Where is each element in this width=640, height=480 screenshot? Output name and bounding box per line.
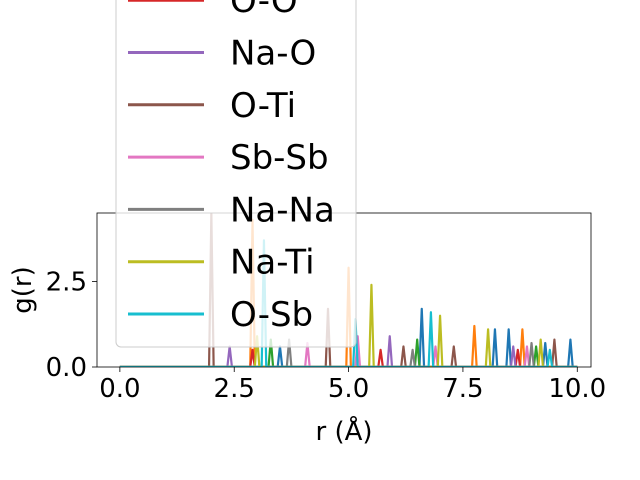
x-tick-label: 0.0 <box>99 374 140 404</box>
x-tick-label: 7.5 <box>442 374 483 404</box>
y-tick-label: 2.5 <box>46 267 87 297</box>
legend-label: Sb-Sb <box>230 138 329 178</box>
x-axis-ticks: 0.0 2.5 5.0 7.5 10.0 <box>99 367 606 404</box>
legend-label: Na-O <box>230 34 316 74</box>
y-tick-label: 0.0 <box>46 353 87 383</box>
legend: O-O Na-O O-Ti Sb-Sb Na-Na Na-Ti O-Sb <box>115 0 357 348</box>
x-tick-label: 2.5 <box>214 374 255 404</box>
x-tick-label: 5.0 <box>328 374 369 404</box>
x-tick-label: 10.0 <box>548 374 606 404</box>
y-axis-label: g(r) <box>8 266 38 313</box>
legend-label: Na-Na <box>230 190 335 230</box>
y-axis-ticks: 0.0 2.5 <box>46 267 97 383</box>
series-line-o-o-3 <box>119 348 578 367</box>
legend-label: Na-Ti <box>230 243 315 283</box>
legend-label: O-Sb <box>230 295 313 335</box>
legend-label: O-Ti <box>230 86 296 126</box>
x-axis-label: r (Å) <box>315 415 372 447</box>
legend-label: O-O <box>230 0 298 21</box>
